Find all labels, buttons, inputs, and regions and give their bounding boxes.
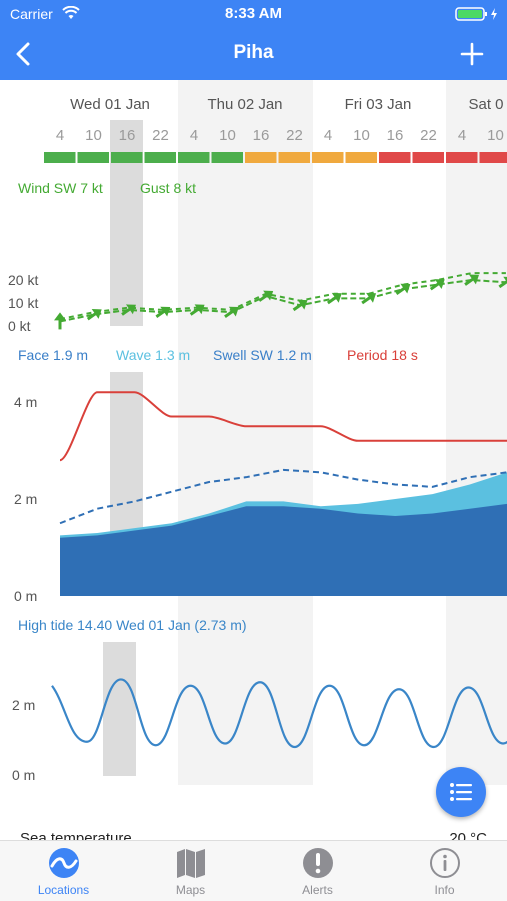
rating-segment	[145, 152, 177, 163]
day-label: Thu 02 Jan	[207, 96, 282, 113]
hour-label: 22	[420, 127, 437, 144]
rating-segment	[212, 152, 244, 163]
status-time: 8:33 AM	[0, 5, 507, 22]
gust-legend: Gust 8 kt	[140, 180, 196, 196]
wave-icon	[48, 847, 80, 879]
now-marker	[103, 642, 136, 776]
tab-alerts[interactable]: Alerts	[254, 841, 381, 901]
wave-tick-label: 2 m	[14, 491, 37, 507]
rating-segment	[245, 152, 277, 163]
rating-segment	[78, 152, 110, 163]
rating-segment	[346, 152, 378, 163]
rating-segment	[446, 152, 478, 163]
add-icon[interactable]	[457, 38, 487, 70]
tide-tick-label: 0 m	[12, 767, 35, 783]
hour-label: 10	[219, 127, 236, 144]
rating-segment	[379, 152, 411, 163]
alert-icon	[302, 847, 334, 879]
wind-arrow-icon	[427, 275, 448, 295]
day-label: Wed 01 Jan	[70, 96, 150, 113]
hour-label: 4	[190, 127, 198, 144]
status-bar: Carrier 8:33 AM	[0, 0, 507, 28]
wind-arrow-icon	[393, 279, 414, 299]
day-band-1	[446, 80, 507, 785]
page-title: Piha	[0, 42, 507, 64]
tab-maps-label: Maps	[127, 883, 254, 897]
list-icon	[449, 780, 473, 804]
tab-maps[interactable]: Maps	[127, 841, 254, 901]
tide-tick-label: 2 m	[12, 697, 35, 713]
hour-label: 4	[56, 127, 64, 144]
rating-segment	[413, 152, 445, 163]
tab-bar: Locations Maps Alerts Info	[0, 840, 507, 901]
day-label: Fri 03 Jan	[345, 96, 412, 113]
battery-icon	[455, 7, 501, 21]
rating-segment	[279, 152, 311, 163]
tab-alerts-label: Alerts	[254, 883, 381, 897]
wind-tick-label: 20 kt	[8, 272, 38, 288]
tab-locations-label: Locations	[0, 883, 127, 897]
wind-legend: Wind SW 7 kt	[18, 180, 103, 196]
rating-segment	[178, 152, 210, 163]
hour-label: 16	[119, 127, 136, 144]
hour-label: 22	[152, 127, 169, 144]
day-label: Sat 0	[468, 96, 503, 113]
rating-segment	[111, 152, 143, 163]
tab-info-label: Info	[381, 883, 507, 897]
hour-label: 22	[286, 127, 303, 144]
hour-label: 16	[387, 127, 404, 144]
map-icon	[175, 847, 207, 879]
face-legend: Face 1.9 m	[18, 347, 88, 363]
info-icon	[429, 847, 461, 879]
rating-segment	[312, 152, 344, 163]
tab-locations[interactable]: Locations	[0, 841, 127, 901]
swell-legend: Swell SW 1.2 m	[213, 347, 312, 363]
hour-label: 4	[324, 127, 332, 144]
hour-label: 10	[487, 127, 504, 144]
wind-arrow-head	[54, 312, 66, 320]
wind-tick-label: 10 kt	[8, 295, 38, 311]
wave-tick-label: 4 m	[14, 394, 37, 410]
list-view-button[interactable]	[436, 767, 486, 817]
nav-bar: Piha	[0, 28, 507, 80]
rating-segment	[44, 152, 76, 163]
wind-tick-label: 0 kt	[8, 318, 31, 334]
hour-label: 16	[253, 127, 270, 144]
wave-tick-label: 0 m	[14, 588, 37, 604]
day-band-0	[178, 80, 313, 785]
rating-segment	[480, 152, 507, 163]
hour-label: 4	[458, 127, 466, 144]
hour-label: 10	[353, 127, 370, 144]
tab-info[interactable]: Info	[381, 841, 507, 901]
wave-legend: Wave 1.3 m	[116, 347, 190, 363]
tide-legend: High tide 14.40 Wed 01 Jan (2.73 m)	[18, 617, 247, 633]
hour-label: 10	[85, 127, 102, 144]
period-legend: Period 18 s	[347, 347, 418, 363]
now-marker	[110, 120, 143, 326]
